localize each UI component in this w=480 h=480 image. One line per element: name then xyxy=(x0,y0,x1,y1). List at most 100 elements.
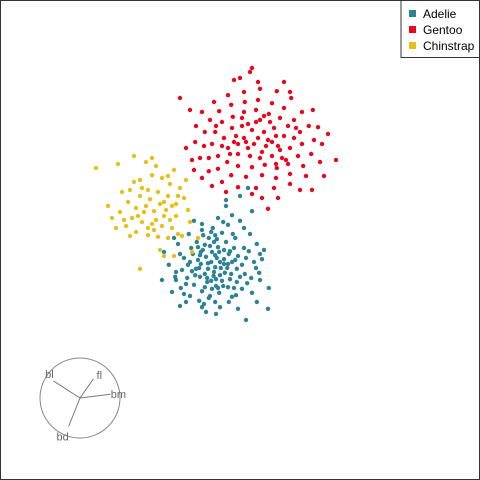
point-chinstrap-48 xyxy=(143,203,149,209)
point-adelie-59 xyxy=(213,299,218,305)
point-adelie-114 xyxy=(221,219,226,225)
point-adelie-21 xyxy=(214,237,219,242)
point-adelie-53 xyxy=(233,235,238,241)
point-adelie-129 xyxy=(237,193,243,199)
point-gentoo-2 xyxy=(233,133,239,139)
point-chinstrap-10 xyxy=(141,209,147,215)
point-gentoo-96 xyxy=(219,143,225,149)
point-gentoo-54 xyxy=(243,174,249,179)
point-adelie-121 xyxy=(257,277,263,283)
point-gentoo-12 xyxy=(229,125,235,131)
point-adelie-49 xyxy=(195,257,201,263)
point-adelie-33 xyxy=(185,275,190,281)
point-adelie-11 xyxy=(229,271,234,277)
point-gentoo-63 xyxy=(289,95,294,101)
point-chinstrap-35 xyxy=(187,219,193,225)
biplot-arrow-bl xyxy=(53,380,81,399)
point-gentoo-113 xyxy=(177,95,183,101)
point-adelie-57 xyxy=(239,286,245,291)
point-adelie-48 xyxy=(202,271,207,277)
point-gentoo-94 xyxy=(245,145,251,151)
point-adelie-63 xyxy=(166,262,171,267)
point-chinstrap-57 xyxy=(175,193,181,199)
point-chinstrap-55 xyxy=(189,249,195,255)
point-gentoo-80 xyxy=(317,159,323,165)
biplot-arrow-bm xyxy=(79,393,111,399)
point-chinstrap-58 xyxy=(165,173,171,179)
point-chinstrap-8 xyxy=(169,203,175,209)
point-adelie-110 xyxy=(227,249,233,254)
point-adelie-67 xyxy=(225,222,231,227)
point-chinstrap-43 xyxy=(183,177,189,183)
point-chinstrap-26 xyxy=(175,231,181,237)
point-adelie-106 xyxy=(225,265,230,271)
point-gentoo-47 xyxy=(217,109,222,114)
point-adelie-70 xyxy=(259,257,265,262)
point-gentoo-117 xyxy=(325,131,331,137)
point-adelie-51 xyxy=(201,233,206,238)
point-adelie-95 xyxy=(266,285,271,291)
point-adelie-15 xyxy=(197,274,203,279)
point-adelie-66 xyxy=(210,225,215,231)
point-gentoo-1 xyxy=(257,117,263,123)
point-chinstrap-12 xyxy=(161,213,167,219)
point-gentoo-39 xyxy=(299,141,305,147)
point-chinstrap-61 xyxy=(151,227,157,233)
point-gentoo-69 xyxy=(199,109,205,115)
point-gentoo-44 xyxy=(255,97,261,103)
point-adelie-100 xyxy=(217,305,223,310)
point-gentoo-75 xyxy=(235,185,241,190)
point-chinstrap-39 xyxy=(119,189,125,195)
point-gentoo-62 xyxy=(299,109,305,115)
point-gentoo-114 xyxy=(187,107,193,113)
point-gentoo-16 xyxy=(247,153,253,159)
legend-swatch-gentoo xyxy=(409,26,416,33)
point-adelie-43 xyxy=(217,249,222,255)
point-adelie-58 xyxy=(229,294,235,299)
point-chinstrap-65 xyxy=(121,217,127,223)
point-chinstrap-50 xyxy=(163,207,169,213)
point-gentoo-103 xyxy=(275,195,281,201)
point-adelie-117 xyxy=(194,239,199,245)
point-chinstrap-13 xyxy=(173,213,179,219)
point-gentoo-5 xyxy=(265,137,271,143)
biplot-label-bl: bl xyxy=(45,369,54,381)
point-adelie-125 xyxy=(215,215,221,221)
point-adelie-143 xyxy=(233,257,238,263)
point-gentoo-108 xyxy=(333,157,339,163)
point-gentoo-100 xyxy=(213,123,219,129)
point-gentoo-104 xyxy=(223,189,229,195)
point-adelie-86 xyxy=(234,266,239,271)
point-gentoo-105 xyxy=(297,187,303,193)
legend-swatch-chinstrap xyxy=(409,42,416,49)
point-gentoo-46 xyxy=(229,102,234,108)
point-adelie-2 xyxy=(202,242,207,247)
point-gentoo-88 xyxy=(231,139,237,145)
point-adelie-126 xyxy=(247,231,253,237)
point-adelie-144 xyxy=(253,265,259,271)
point-adelie-8 xyxy=(211,273,216,279)
point-gentoo-127 xyxy=(235,141,241,147)
point-gentoo-56 xyxy=(273,175,279,181)
point-adelie-74 xyxy=(203,309,209,315)
point-chinstrap-25 xyxy=(165,235,171,241)
point-gentoo-118 xyxy=(309,187,315,193)
point-adelie-45 xyxy=(229,259,235,265)
point-adelie-72 xyxy=(249,290,255,295)
legend-item-chinstrap: Chinstrap xyxy=(409,39,475,53)
point-adelie-20 xyxy=(206,235,211,241)
point-adelie-10 xyxy=(225,261,231,267)
point-gentoo-51 xyxy=(206,155,211,161)
point-adelie-84 xyxy=(193,273,198,278)
point-gentoo-49 xyxy=(202,129,207,135)
point-chinstrap-4 xyxy=(165,193,171,199)
point-gentoo-13 xyxy=(221,135,227,141)
point-adelie-52 xyxy=(219,230,225,235)
point-chinstrap-7 xyxy=(157,201,163,207)
point-chinstrap-46 xyxy=(161,199,167,205)
point-gentoo-57 xyxy=(287,171,293,177)
point-gentoo-32 xyxy=(225,159,230,165)
point-adelie-99 xyxy=(171,235,177,241)
point-adelie-112 xyxy=(202,285,207,290)
